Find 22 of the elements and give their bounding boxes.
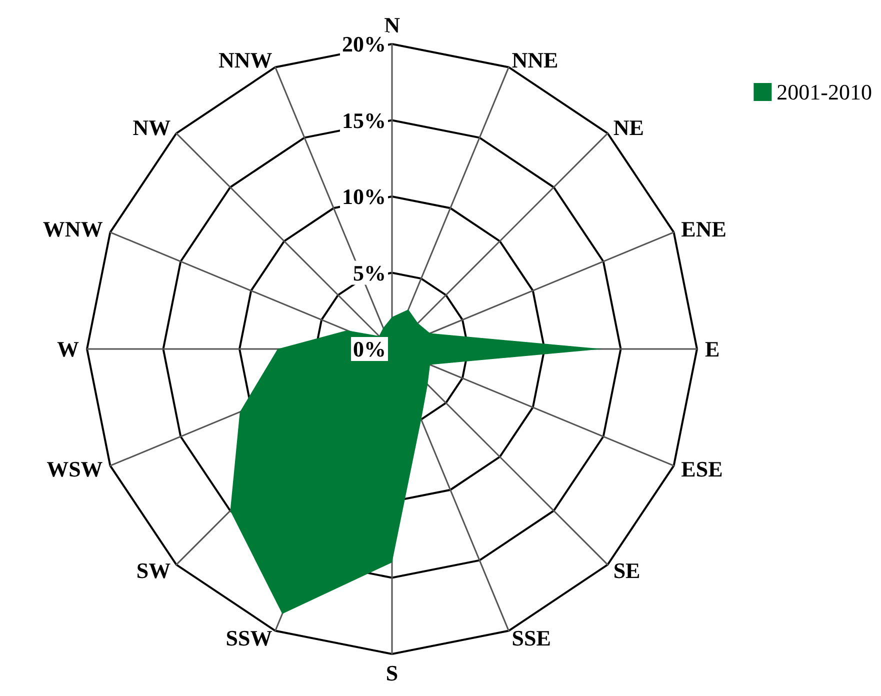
spoke-label: WSW: [46, 456, 103, 482]
y-tick-label: 0%: [353, 336, 386, 362]
spoke-label: ESE: [681, 456, 723, 482]
spoke-label: SW: [136, 558, 171, 583]
spoke-label: NNW: [218, 47, 272, 72]
spoke-label: WNW: [42, 216, 103, 242]
y-tick-label: 20%: [342, 32, 386, 56]
y-tick-label: 10%: [342, 184, 386, 209]
legend-label: 2001-2010: [776, 80, 872, 104]
spoke-label: SSE: [512, 626, 551, 651]
spoke-label: NNE: [512, 47, 558, 72]
spoke-label: ENE: [681, 216, 726, 242]
spoke-label: E: [705, 336, 720, 362]
spoke-label: W: [57, 336, 79, 362]
y-tick-label: 15%: [342, 108, 386, 133]
spoke-label: N: [384, 12, 400, 38]
spoke-label: SSW: [226, 626, 272, 651]
spoke-label: S: [386, 660, 398, 686]
spoke-label: NW: [132, 115, 171, 140]
spoke-label: SE: [613, 558, 640, 583]
spoke-label: NE: [613, 115, 644, 140]
y-tick-label: 5%: [353, 260, 386, 286]
